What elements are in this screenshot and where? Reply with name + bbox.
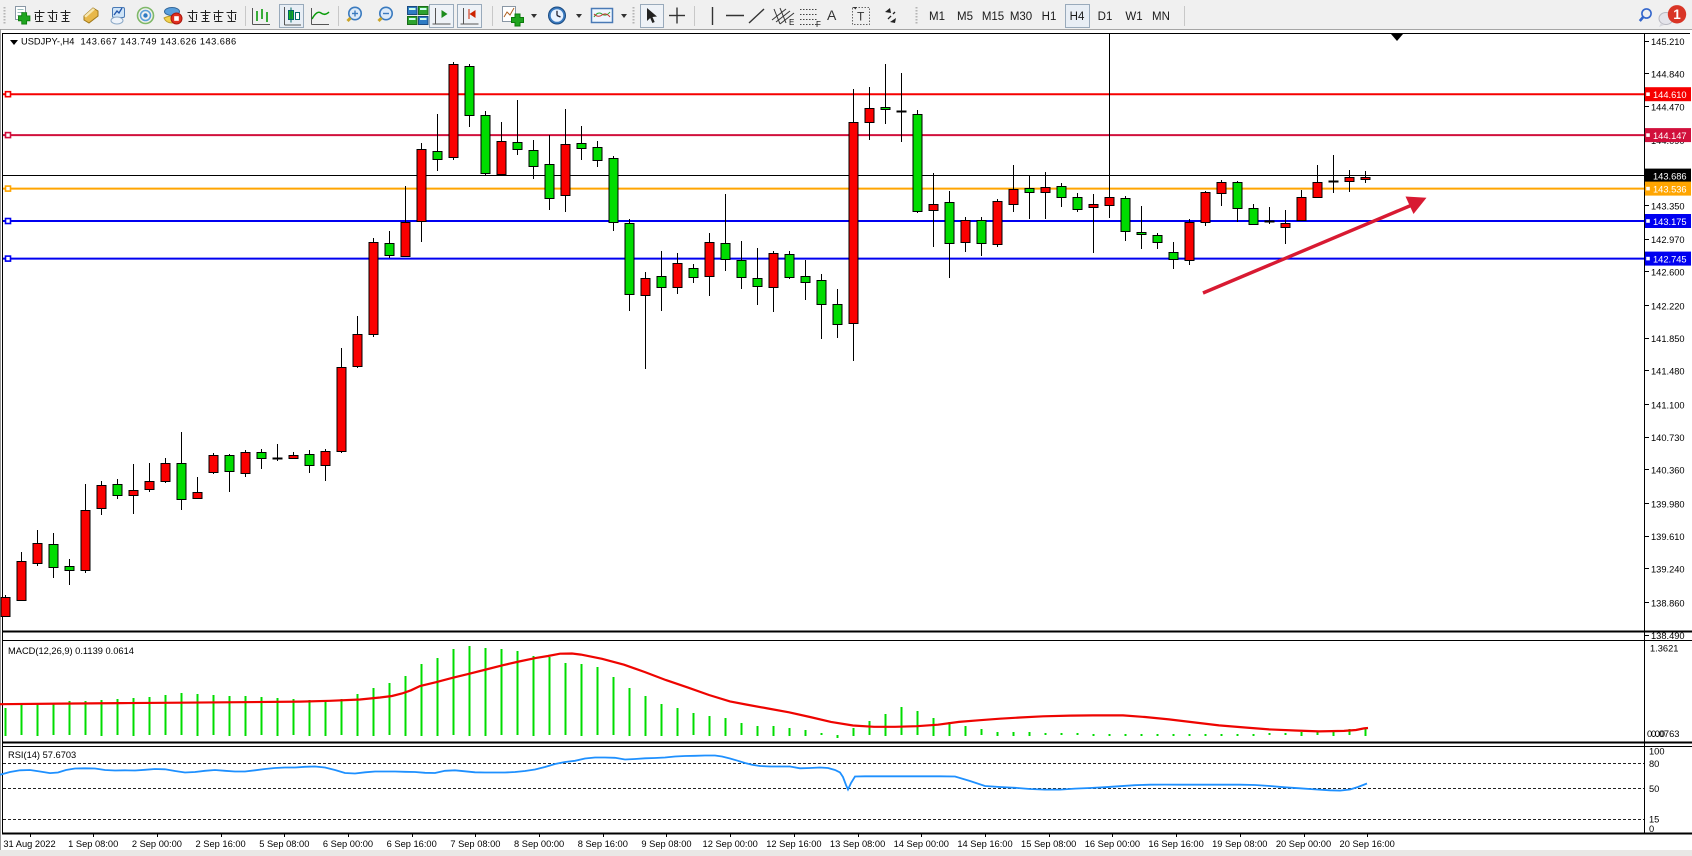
svg-text:7 Sep 08:00: 7 Sep 08:00 [450,839,500,849]
svg-text:T: T [857,10,865,24]
svg-text:80: 80 [1649,759,1659,769]
svg-text:144.840: 144.840 [1651,70,1685,80]
svg-text:141.850: 141.850 [1651,334,1685,344]
svg-text:MN: MN [1152,11,1170,23]
svg-text:M5: M5 [957,11,973,23]
svg-text:1: 1 [1673,7,1681,22]
svg-text:143.536: 143.536 [1653,184,1687,194]
svg-text:140.730: 140.730 [1651,433,1685,443]
svg-text:0.0763: 0.0763 [1651,729,1679,739]
svg-text:139.980: 139.980 [1651,499,1685,509]
svg-text:138.490: 138.490 [1651,631,1685,641]
svg-text:W1: W1 [1125,11,1142,23]
svg-text:139.610: 139.610 [1651,532,1685,542]
svg-text:144.610: 144.610 [1653,90,1687,100]
svg-text:12 Sep 16:00: 12 Sep 16:00 [766,839,821,849]
svg-text:140.360: 140.360 [1651,466,1685,476]
svg-text:19 Sep 08:00: 19 Sep 08:00 [1212,839,1267,849]
svg-text:0: 0 [1649,824,1654,834]
svg-text:1 Sep 08:00: 1 Sep 08:00 [68,839,118,849]
svg-text:F: F [816,20,821,29]
svg-text:9 Sep 08:00: 9 Sep 08:00 [641,839,691,849]
svg-text:143.350: 143.350 [1651,201,1685,211]
svg-text:100: 100 [1649,747,1665,757]
svg-text:14 Sep 16:00: 14 Sep 16:00 [957,839,1012,849]
svg-text:E: E [789,18,794,27]
svg-text:M30: M30 [1010,11,1032,23]
svg-text:8 Sep 00:00: 8 Sep 00:00 [514,839,564,849]
svg-text:15: 15 [1649,814,1659,824]
svg-text:142.220: 142.220 [1651,301,1685,311]
svg-text:2 Sep 16:00: 2 Sep 16:00 [196,839,246,849]
svg-text:141.100: 141.100 [1651,400,1685,410]
svg-text:0.00: 0.00 [1647,729,1665,739]
svg-text:15 Sep 08:00: 15 Sep 08:00 [1021,839,1076,849]
svg-text:16 Sep 16:00: 16 Sep 16:00 [1148,839,1203,849]
svg-text:50: 50 [1649,784,1659,794]
svg-text:144.470: 144.470 [1651,102,1685,112]
svg-text:16 Sep 00:00: 16 Sep 00:00 [1085,839,1140,849]
svg-text:H1: H1 [1042,11,1057,23]
svg-text:141.480: 141.480 [1651,367,1685,377]
svg-text:143.667 143.749 143.626 143.68: 143.667 143.749 143.626 143.686 [81,37,237,47]
svg-text:20 Sep 16:00: 20 Sep 16:00 [1340,839,1395,849]
svg-text:H4: H4 [1070,11,1085,23]
svg-text:8 Sep 16:00: 8 Sep 16:00 [578,839,628,849]
svg-text:14 Sep 00:00: 14 Sep 00:00 [894,839,949,849]
svg-text:13 Sep 08:00: 13 Sep 08:00 [830,839,885,849]
svg-text:M1: M1 [929,11,945,23]
svg-text:142.745: 142.745 [1653,254,1687,264]
svg-text:M15: M15 [982,11,1004,23]
svg-text:143.175: 143.175 [1653,217,1687,227]
svg-text:A: A [827,7,837,23]
svg-text:142.970: 142.970 [1651,235,1685,245]
svg-text:5 Sep 08:00: 5 Sep 08:00 [259,839,309,849]
svg-text:MACD(12,26,9) 0.1139 0.0614: MACD(12,26,9) 0.1139 0.0614 [8,646,134,656]
svg-text:D1: D1 [1098,11,1113,23]
svg-text:6 Sep 00:00: 6 Sep 00:00 [323,839,373,849]
svg-text:145.210: 145.210 [1651,37,1685,47]
svg-text:6 Sep 16:00: 6 Sep 16:00 [387,839,437,849]
svg-text:142.600: 142.600 [1651,268,1685,278]
svg-text:USDJPY-,H4: USDJPY-,H4 [21,37,74,47]
svg-text:RSI(14) 57.6703: RSI(14) 57.6703 [8,750,76,760]
svg-text:2 Sep 00:00: 2 Sep 00:00 [132,839,182,849]
svg-text:20 Sep 00:00: 20 Sep 00:00 [1276,839,1331,849]
svg-text:12 Sep 00:00: 12 Sep 00:00 [703,839,758,849]
svg-text:144.147: 144.147 [1653,131,1687,141]
svg-text:1.3621: 1.3621 [1650,644,1678,654]
svg-text:31 Aug 2022: 31 Aug 2022 [3,839,55,849]
svg-text:143.686: 143.686 [1653,171,1687,181]
svg-text:139.240: 139.240 [1651,565,1685,575]
svg-text:138.860: 138.860 [1651,598,1685,608]
